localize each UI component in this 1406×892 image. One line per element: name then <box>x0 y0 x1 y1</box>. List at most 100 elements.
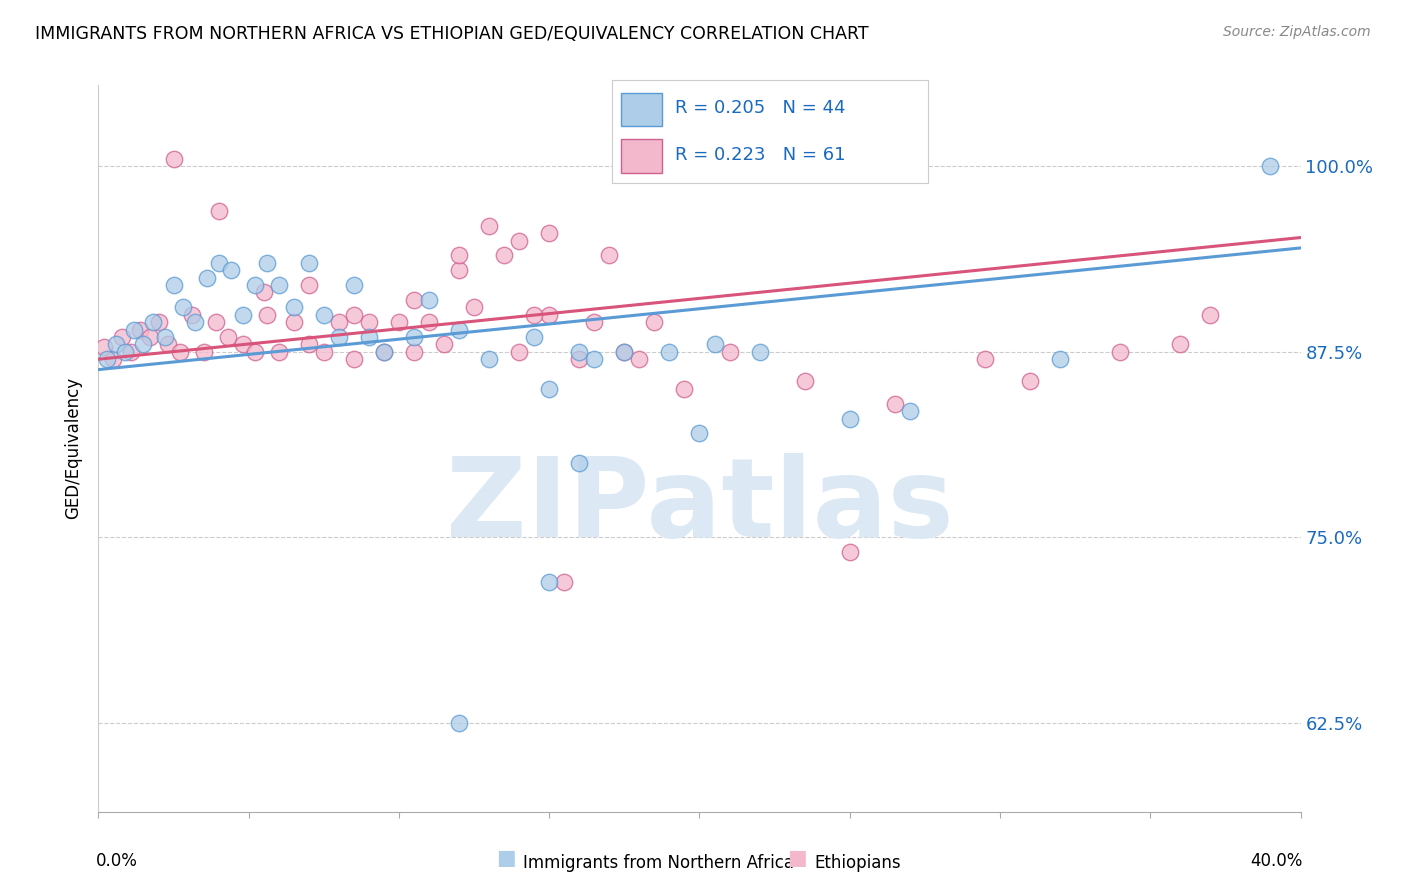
Point <box>298 337 321 351</box>
Point <box>538 226 561 240</box>
Point <box>96 352 118 367</box>
Text: Immigrants from Northern Africa: Immigrants from Northern Africa <box>523 855 794 872</box>
Point <box>357 315 380 329</box>
Text: ■: ■ <box>787 848 807 868</box>
Point <box>1049 352 1071 367</box>
Point <box>357 330 380 344</box>
Point <box>508 344 530 359</box>
Point <box>447 263 470 277</box>
Point <box>283 300 305 314</box>
Point <box>703 337 725 351</box>
Point <box>267 344 290 359</box>
Text: Ethiopians: Ethiopians <box>814 855 901 872</box>
Y-axis label: GED/Equivalency: GED/Equivalency <box>65 377 83 519</box>
Point <box>402 293 425 307</box>
Point <box>283 315 305 329</box>
Point <box>129 322 152 336</box>
Point <box>613 344 636 359</box>
Point <box>898 404 921 418</box>
Point <box>538 308 561 322</box>
Point <box>312 344 335 359</box>
Point <box>418 315 440 329</box>
Point <box>974 352 997 367</box>
Point <box>568 344 591 359</box>
Point <box>243 278 266 293</box>
Point <box>298 278 321 293</box>
Point <box>1199 308 1222 322</box>
Text: R = 0.223   N = 61: R = 0.223 N = 61 <box>675 145 845 163</box>
Point <box>447 248 470 262</box>
Point <box>568 352 591 367</box>
Point <box>838 411 860 425</box>
Point <box>114 344 136 359</box>
Bar <box>621 139 662 173</box>
Point <box>508 234 530 248</box>
Point <box>121 344 143 359</box>
Point <box>494 248 516 262</box>
Point <box>553 574 575 589</box>
Point <box>373 344 395 359</box>
Point <box>538 574 561 589</box>
Point <box>328 330 350 344</box>
Point <box>1109 344 1132 359</box>
Point <box>1260 159 1282 173</box>
Point <box>162 278 184 293</box>
Point <box>124 322 146 336</box>
Point <box>217 330 239 344</box>
Point <box>208 203 231 218</box>
Point <box>232 337 254 351</box>
Point <box>523 330 546 344</box>
Text: 40.0%: 40.0% <box>1250 852 1303 870</box>
Point <box>463 300 485 314</box>
Point <box>204 315 226 329</box>
Point <box>219 263 242 277</box>
Point <box>111 330 134 344</box>
Point <box>433 337 456 351</box>
Point <box>93 340 115 354</box>
Point <box>180 308 202 322</box>
Point <box>402 330 425 344</box>
Point <box>195 270 218 285</box>
Point <box>643 315 665 329</box>
Point <box>183 315 205 329</box>
Point <box>613 344 636 359</box>
Point <box>162 152 184 166</box>
Point <box>156 337 179 351</box>
Point <box>232 308 254 322</box>
Point <box>343 278 366 293</box>
Point <box>447 715 470 730</box>
Text: ■: ■ <box>496 848 516 868</box>
Point <box>172 300 194 314</box>
Point <box>447 322 470 336</box>
Point <box>343 352 366 367</box>
Point <box>838 545 860 559</box>
Bar <box>621 93 662 127</box>
Point <box>583 352 606 367</box>
Point <box>141 315 163 329</box>
Point <box>298 256 321 270</box>
Point <box>256 256 278 270</box>
Point <box>253 285 276 300</box>
Point <box>568 456 591 470</box>
Point <box>748 344 770 359</box>
Point <box>523 308 546 322</box>
Point <box>267 278 290 293</box>
Point <box>658 344 681 359</box>
Point <box>193 344 215 359</box>
Point <box>1019 375 1042 389</box>
Point <box>718 344 741 359</box>
Point <box>478 352 501 367</box>
Point <box>312 308 335 322</box>
Point <box>883 397 905 411</box>
Text: IMMIGRANTS FROM NORTHERN AFRICA VS ETHIOPIAN GED/EQUIVALENCY CORRELATION CHART: IMMIGRANTS FROM NORTHERN AFRICA VS ETHIO… <box>35 25 869 43</box>
Text: 0.0%: 0.0% <box>96 852 138 870</box>
Point <box>148 315 170 329</box>
Point <box>418 293 440 307</box>
Point <box>793 375 815 389</box>
Point <box>208 256 231 270</box>
Point <box>1170 337 1192 351</box>
Point <box>132 337 155 351</box>
Point <box>103 352 125 367</box>
Point <box>689 426 711 441</box>
Point <box>538 382 561 396</box>
